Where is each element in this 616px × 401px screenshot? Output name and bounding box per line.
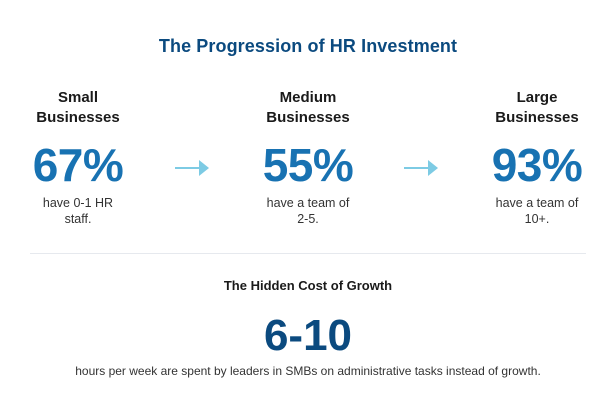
stat-label: Small Businesses <box>3 88 153 128</box>
page-title: The Progression of HR Investment <box>158 36 458 56</box>
stat-label: Large Businesses <box>462 88 612 128</box>
stat-label-line1: Small <box>57 89 99 106</box>
arrow-right-icon <box>175 160 209 176</box>
stat-label: Medium Businesses <box>233 88 383 128</box>
stat-description: have 0-1 HR staff. <box>28 195 128 227</box>
stat-description: have a team of 10+. <box>487 195 587 227</box>
stat-desc-line2: 2-5. <box>297 212 319 226</box>
stat-desc-line1: have a team of <box>495 196 579 210</box>
section-title: The Hidden Cost of Growth <box>223 278 393 293</box>
arrow-right-icon <box>404 160 438 176</box>
hours-caption: hours per week are spent by leaders in S… <box>75 364 541 378</box>
stat-label-line2: Businesses <box>266 109 350 126</box>
stat-value: 93% <box>491 139 583 191</box>
stat-desc-line1: have a team of <box>266 196 350 210</box>
stat-desc-line1: have 0-1 HR <box>42 196 114 210</box>
hours-value: 6-10 <box>263 311 353 360</box>
stat-description: have a team of 2-5. <box>258 195 358 227</box>
stat-small-businesses: Small Businesses 67% have 0-1 HR staff. <box>3 88 153 227</box>
stat-label-line1: Large <box>516 89 558 106</box>
stat-large-businesses: Large Businesses 93% have a team of 10+. <box>462 88 612 227</box>
stat-medium-businesses: Medium Businesses 55% have a team of 2-5… <box>233 88 383 227</box>
stat-value: 67% <box>32 139 124 191</box>
stat-desc-line2: 10+. <box>524 212 550 226</box>
stat-label-line1: Medium <box>279 89 337 106</box>
section-divider <box>30 253 586 254</box>
stat-label-line2: Businesses <box>36 109 120 126</box>
stat-desc-line2: staff. <box>64 212 92 226</box>
stat-value: 55% <box>262 139 354 191</box>
stat-label-line2: Businesses <box>495 109 579 126</box>
